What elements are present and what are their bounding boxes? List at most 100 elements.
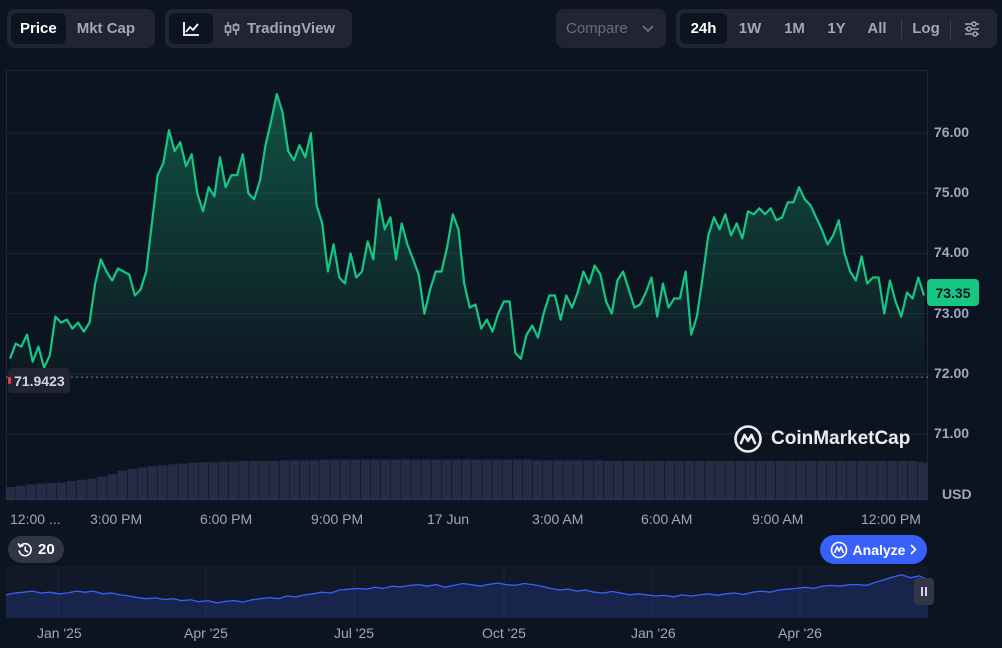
navigator-line — [5, 574, 929, 604]
history-button[interactable]: 20 — [8, 536, 64, 563]
volume-bar — [613, 461, 624, 500]
tab-price[interactable]: Price — [11, 13, 66, 44]
coinmarketcap-logo-icon — [734, 425, 762, 453]
range-24h[interactable]: 24h — [680, 13, 727, 44]
range-1y[interactable]: 1Y — [827, 20, 846, 37]
x-tick-label: 6:00 PM — [200, 511, 253, 527]
log-toggle[interactable]: Log — [912, 20, 940, 37]
analyze-button[interactable]: Analyze — [820, 535, 927, 564]
volume-bar — [846, 461, 857, 500]
volume-bar — [168, 464, 178, 500]
tab-mkt-cap[interactable]: Mkt Cap — [76, 20, 136, 37]
volume-bar — [674, 461, 685, 500]
volume-bar — [624, 461, 634, 500]
x-tick-label: 3:00 PM — [90, 511, 143, 527]
volume-bar — [755, 461, 766, 500]
volume-bar — [451, 459, 462, 500]
volume-bar — [411, 459, 421, 500]
volume-bar — [188, 462, 198, 500]
volume-bar — [360, 459, 371, 500]
range-all[interactable]: All — [867, 20, 887, 37]
volume-bar — [178, 463, 188, 500]
range-1w[interactable]: 1W — [738, 20, 762, 37]
volume-bar — [583, 460, 594, 500]
volume-bar — [796, 461, 806, 500]
navigator-handle[interactable] — [914, 578, 934, 605]
currency-unit-label: USD — [942, 486, 972, 502]
volume-bar — [380, 459, 391, 500]
volume-bar — [806, 461, 816, 500]
range-divider — [901, 18, 902, 39]
x-tick-label: 12:00 PM — [861, 511, 921, 527]
navigator-x-label: Oct '25 — [482, 625, 526, 641]
price-chart-svg — [6, 70, 928, 500]
volume-bar — [36, 483, 46, 500]
volume-bar — [320, 459, 330, 500]
y-tick-label: 74.00 — [934, 244, 970, 261]
volume-bar — [694, 461, 705, 500]
navigator-svg — [5, 566, 929, 618]
volume-bar — [917, 462, 928, 500]
volume-bar — [340, 459, 350, 500]
volume-bar — [16, 485, 26, 500]
volume-bar — [391, 459, 401, 500]
volume-bar — [127, 468, 138, 500]
open-price-tag: 71.9423 — [8, 368, 70, 393]
volume-bar — [441, 459, 452, 500]
price-chart[interactable] — [6, 70, 928, 500]
line-chart-icon — [183, 21, 199, 36]
volume-bar — [87, 478, 97, 500]
chart-settings-button[interactable] — [955, 13, 989, 44]
watermark-text: CoinMarketCap — [771, 428, 911, 449]
volume-bar — [573, 460, 583, 500]
volume-bar — [239, 461, 249, 500]
volume-bar — [147, 466, 158, 500]
volume-bar — [593, 460, 604, 500]
chevron-right-icon — [910, 544, 918, 555]
volume-bar — [603, 461, 614, 500]
tradingview-button[interactable]: TradingView — [215, 13, 344, 44]
volume-bar — [218, 461, 229, 500]
volume-bar — [482, 459, 492, 500]
volume-bar — [157, 465, 168, 500]
volume-bar — [472, 459, 482, 500]
volume-bar — [786, 461, 796, 500]
tradingview-label: TradingView — [247, 20, 336, 37]
x-tick-label: 9:00 AM — [752, 511, 804, 527]
settings-divider — [950, 18, 951, 39]
price-line — [8, 93, 926, 369]
volume-bar — [907, 461, 918, 500]
volume-bar — [563, 460, 573, 500]
navigator-x-label: Jan '25 — [37, 625, 82, 641]
navigator-x-label: Apr '26 — [778, 625, 822, 641]
volume-bar — [664, 461, 675, 500]
sliders-icon — [965, 20, 979, 37]
volume-bar — [826, 461, 837, 500]
volume-bar — [512, 459, 523, 500]
volume-bar — [644, 461, 654, 500]
volume-bar — [542, 460, 553, 500]
volume-bar — [492, 459, 502, 500]
volume-bar — [553, 460, 563, 500]
volume-bar — [66, 481, 77, 500]
volume-bar — [836, 461, 847, 500]
compare-dropdown[interactable]: Compare — [556, 9, 666, 48]
volume-bar — [330, 459, 340, 500]
navigator-x-label: Jan '26 — [631, 625, 676, 641]
range-navigator[interactable] — [5, 566, 929, 618]
volume-bar — [208, 462, 219, 500]
coinmarketcap-watermark: CoinMarketCap — [733, 424, 910, 454]
candlestick-icon — [224, 21, 240, 36]
volume-bar — [634, 461, 644, 500]
volume-bar — [370, 459, 381, 500]
line-chart-button[interactable] — [169, 13, 213, 44]
volume-bar — [776, 461, 786, 500]
y-tick-label: 75.00 — [934, 184, 970, 201]
y-tick-label: 71.00 — [934, 424, 970, 441]
x-tick-label: 6:00 AM — [641, 511, 693, 527]
x-tick-label: 17 Jun — [427, 511, 470, 527]
range-1m[interactable]: 1M — [784, 20, 805, 37]
volume-bar — [26, 484, 36, 500]
x-tick-label: 3:00 AM — [532, 511, 584, 527]
volume-bar — [350, 459, 361, 500]
